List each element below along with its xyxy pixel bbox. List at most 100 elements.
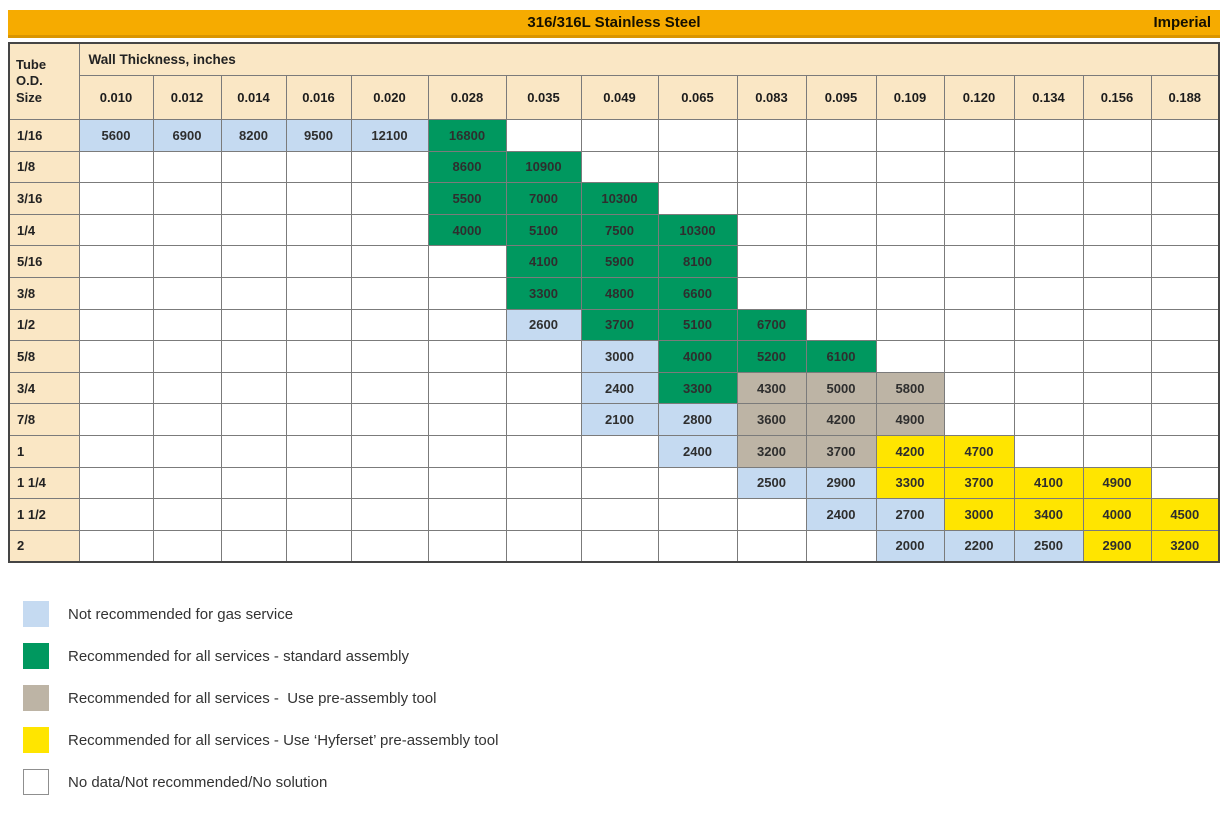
row-label-od: 1 <box>8 434 80 468</box>
pressure-cell: 5800 <box>875 371 945 405</box>
empty-cell <box>875 340 945 373</box>
empty-cell <box>427 371 507 405</box>
row-label-od: 5/8 <box>8 340 80 373</box>
empty-cell <box>943 340 1015 373</box>
empty-cell <box>505 340 582 373</box>
col-header-0.109: 0.109 <box>875 75 945 120</box>
empty-cell <box>1150 434 1220 468</box>
empty-cell <box>875 150 945 184</box>
empty-cell <box>580 466 659 500</box>
empty-cell <box>736 213 807 247</box>
empty-cell <box>427 340 507 373</box>
pressure-cell: 2400 <box>657 434 738 468</box>
empty-cell <box>78 498 154 531</box>
row-label-od: 5/16 <box>8 245 80 278</box>
row-header-line: Tube <box>16 57 47 73</box>
empty-cell <box>1013 340 1084 373</box>
empty-cell <box>78 276 154 310</box>
empty-cell <box>152 182 222 215</box>
pressure-cell: 3200 <box>736 434 807 468</box>
empty-cell <box>285 340 352 373</box>
empty-cell <box>285 182 352 215</box>
pressure-cell: 2000 <box>875 529 945 563</box>
pressure-cell: 4700 <box>943 434 1015 468</box>
empty-cell <box>943 308 1015 342</box>
empty-cell <box>505 466 582 500</box>
pressure-cell: 4100 <box>505 245 582 278</box>
empty-cell <box>805 245 877 278</box>
empty-cell <box>220 466 287 500</box>
legend-label: Recommended for all services - Use ‘Hyfe… <box>68 731 499 749</box>
row-label-od: 1/16 <box>8 119 80 152</box>
table-title: 316/316L Stainless Steel <box>527 14 701 31</box>
pressure-cell: 2400 <box>580 371 659 405</box>
legend-label: Recommended for all services - Use pre-a… <box>68 689 437 707</box>
empty-cell <box>1082 403 1152 436</box>
empty-cell <box>1013 371 1084 405</box>
empty-cell <box>875 182 945 215</box>
empty-cell <box>78 466 154 500</box>
empty-cell <box>1082 150 1152 184</box>
empty-cell <box>285 308 352 342</box>
empty-cell <box>427 276 507 310</box>
pressure-cell: 3200 <box>1150 529 1220 563</box>
pressure-cell: 5000 <box>805 371 877 405</box>
empty-cell <box>1150 340 1220 373</box>
empty-cell <box>285 403 352 436</box>
pressure-cell: 2800 <box>657 403 738 436</box>
pressure-cell: 8100 <box>657 245 738 278</box>
empty-cell <box>943 213 1015 247</box>
empty-cell <box>220 403 287 436</box>
empty-cell <box>1082 308 1152 342</box>
legend-label: Not recommended for gas service <box>68 605 294 623</box>
empty-cell <box>1150 150 1220 184</box>
row-header-line: O.D. <box>16 73 43 89</box>
empty-cell <box>350 529 429 563</box>
unit-system-label: Imperial <box>1153 14 1211 31</box>
empty-cell <box>1013 150 1084 184</box>
pressure-cell: 6900 <box>152 119 222 152</box>
pressure-cell: 9500 <box>285 119 352 152</box>
empty-cell <box>875 119 945 152</box>
empty-cell <box>736 150 807 184</box>
empty-cell <box>943 119 1015 152</box>
empty-cell <box>1150 371 1220 405</box>
empty-cell <box>350 276 429 310</box>
row-label-od: 1/4 <box>8 213 80 247</box>
empty-cell <box>805 213 877 247</box>
pressure-cell: 8200 <box>220 119 287 152</box>
legend-swatch-hyf <box>23 727 49 754</box>
pressure-cell: 3300 <box>657 371 738 405</box>
col-header-0.012: 0.012 <box>152 75 222 120</box>
empty-cell <box>350 213 429 247</box>
pressure-cell: 4900 <box>875 403 945 436</box>
empty-cell <box>1150 213 1220 247</box>
empty-cell <box>152 529 222 563</box>
table-row: 5/8 3000 4000 5200 6100 <box>8 340 1220 373</box>
empty-cell <box>1082 340 1152 373</box>
page: 316/316L Stainless Steel Imperial Tube O… <box>8 10 1221 796</box>
empty-cell <box>1082 434 1152 468</box>
empty-cell <box>152 466 222 500</box>
empty-cell <box>285 498 352 531</box>
empty-cell <box>1013 182 1084 215</box>
pressure-cell: 3400 <box>1013 498 1084 531</box>
empty-cell <box>805 182 877 215</box>
table-row: 1/8 8600 10900 <box>8 150 1220 184</box>
pressure-cell: 2100 <box>580 403 659 436</box>
pressure-cell: 4000 <box>657 340 738 373</box>
pressure-cell: 4000 <box>1082 498 1152 531</box>
col-header-0.083: 0.083 <box>736 75 807 120</box>
col-header-0.049: 0.049 <box>580 75 659 120</box>
legend-swatch-ng <box>23 601 49 628</box>
empty-cell <box>220 213 287 247</box>
empty-cell <box>875 213 945 247</box>
empty-cell <box>285 276 352 310</box>
empty-cell <box>152 245 222 278</box>
pressure-cell: 6100 <box>805 340 877 373</box>
empty-cell <box>805 276 877 310</box>
legend-item: Recommended for all services - Use pre-a… <box>23 685 1220 712</box>
empty-cell <box>152 403 222 436</box>
empty-cell <box>1150 119 1220 152</box>
empty-cell <box>505 403 582 436</box>
